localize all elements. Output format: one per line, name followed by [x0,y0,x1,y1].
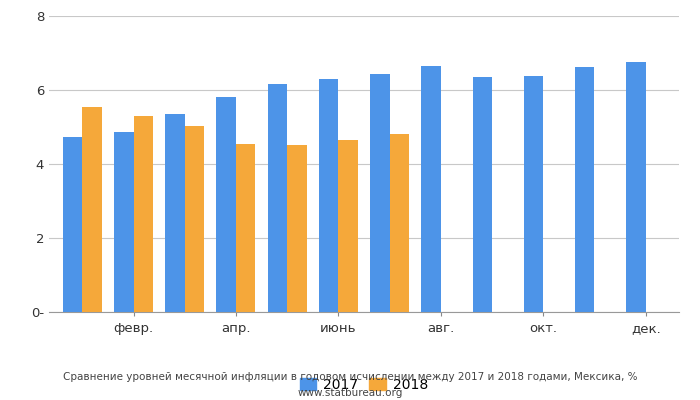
Bar [267,84,287,312]
Bar [165,114,185,312]
Bar [114,132,134,312]
Bar [473,77,492,312]
Bar [626,62,645,312]
Bar [575,67,594,312]
Bar [338,140,358,312]
Bar [370,74,390,312]
Bar [287,145,307,312]
Legend: 2017, 2018: 2017, 2018 [294,372,434,397]
Bar [390,134,409,312]
Bar [319,78,338,312]
Bar [83,107,102,312]
Bar [524,76,543,312]
Text: www.statbureau.org: www.statbureau.org [298,388,402,398]
Bar [63,137,83,312]
Bar [421,66,441,312]
Bar [185,126,204,312]
Bar [216,97,236,312]
Bar [236,144,256,312]
Bar [134,116,153,312]
Text: Сравнение уровней месячной инфляции в годовом исчислении между 2017 и 2018 годам: Сравнение уровней месячной инфляции в го… [63,372,637,382]
